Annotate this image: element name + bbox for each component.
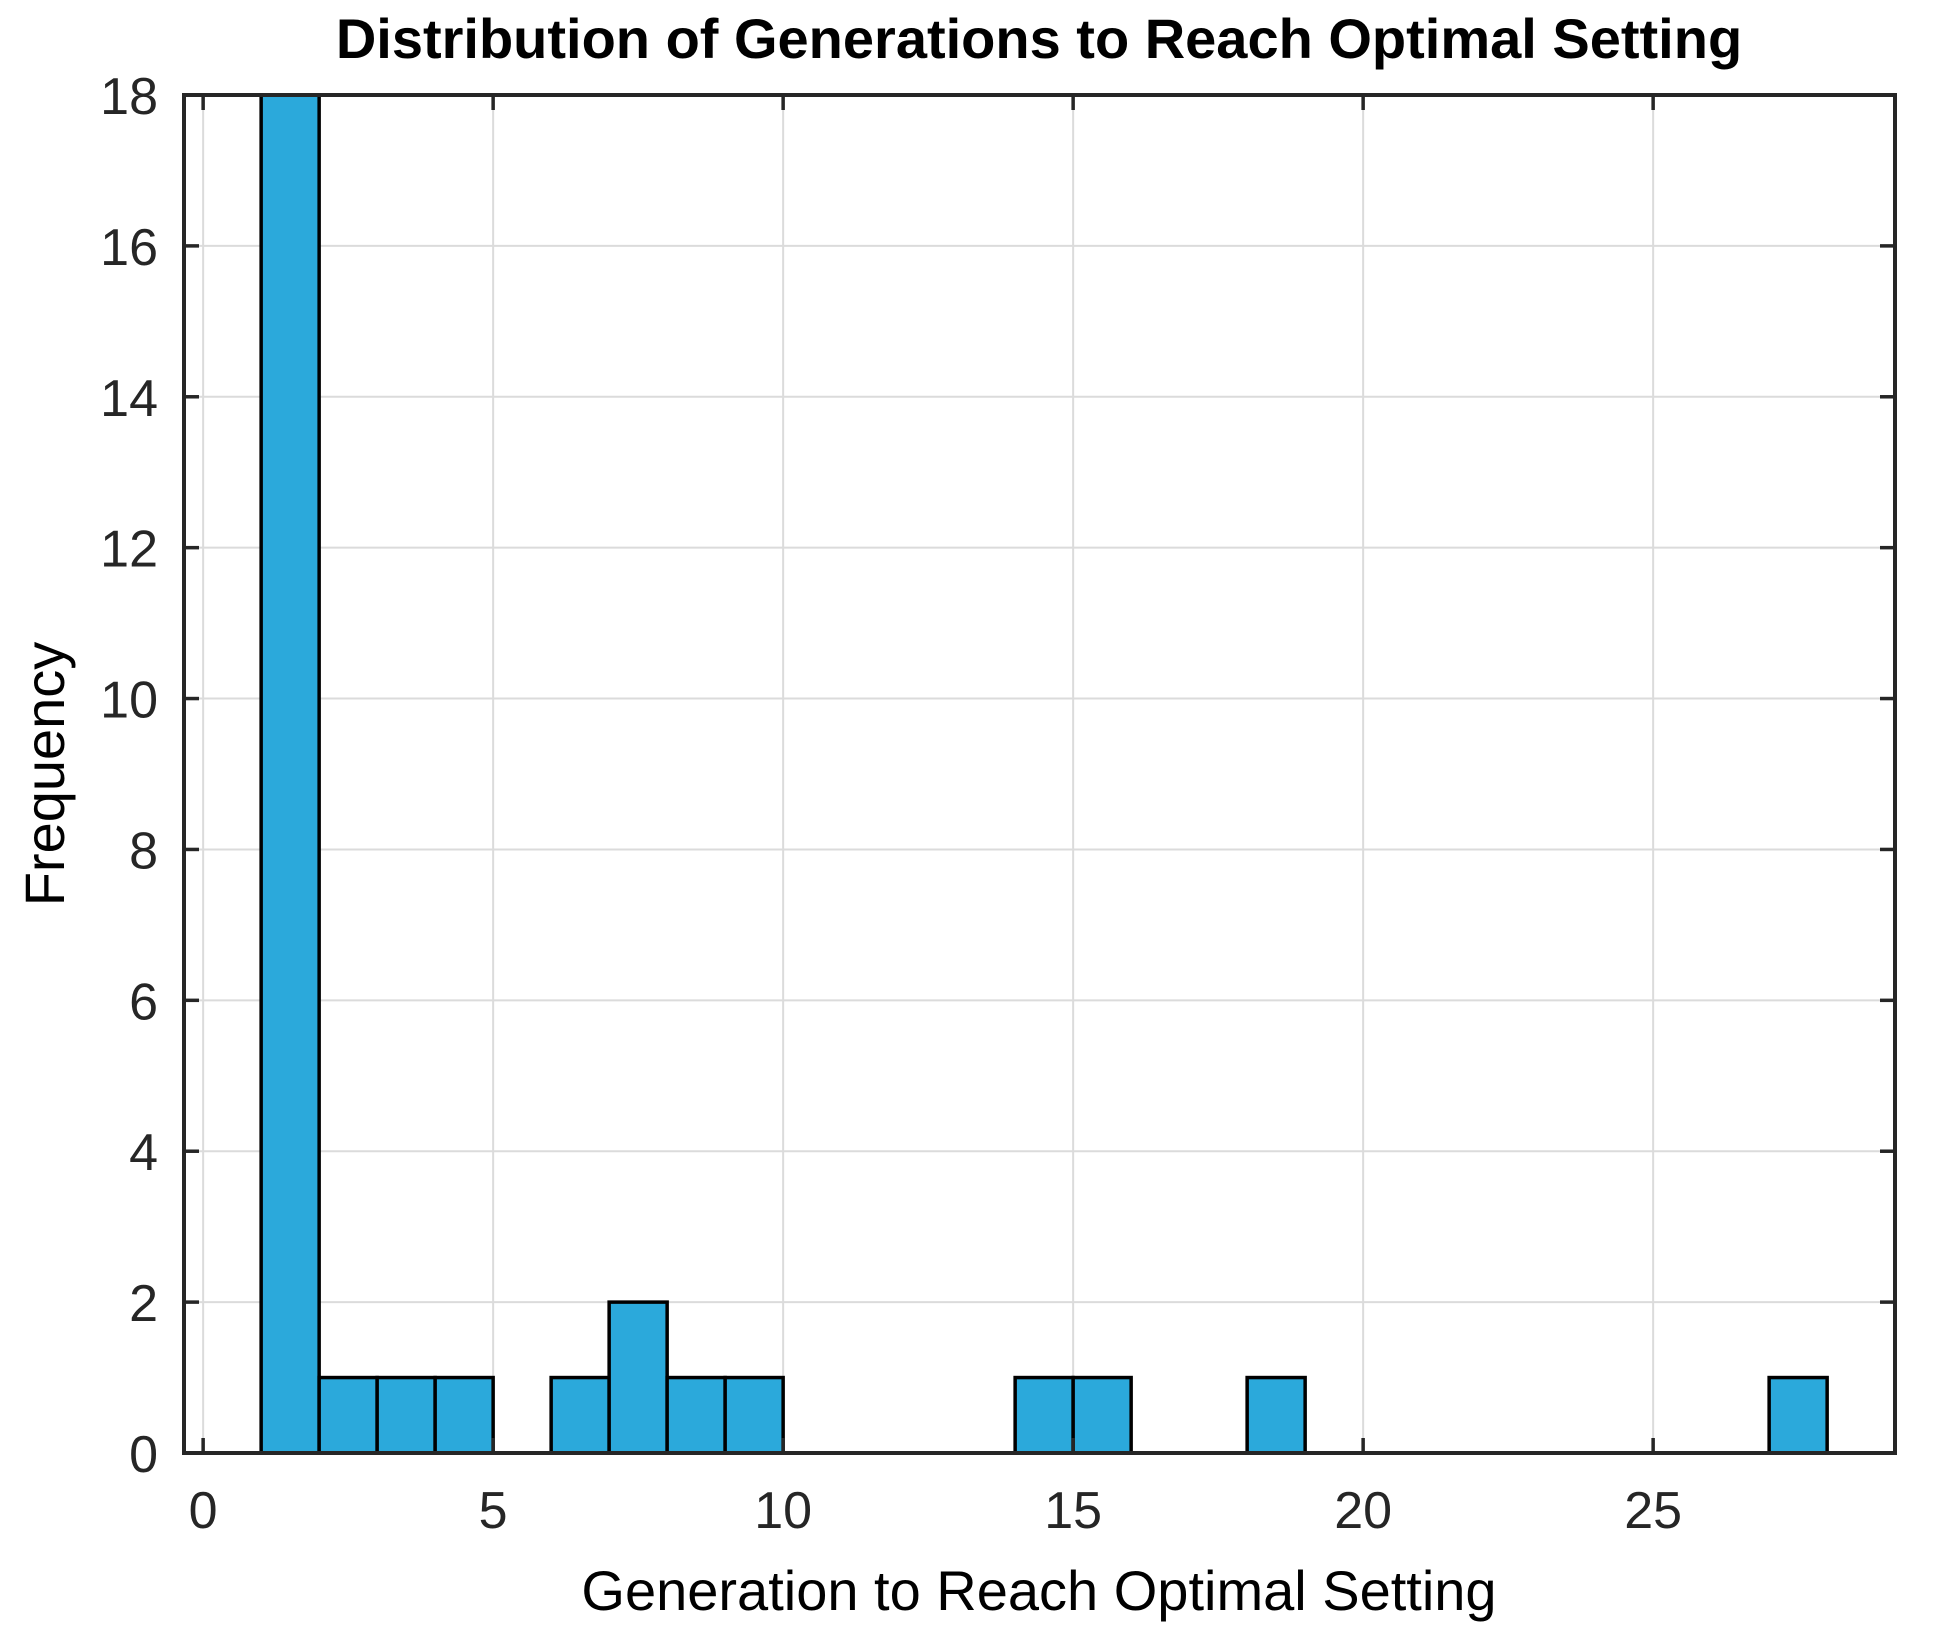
histogram-bar — [375, 1375, 437, 1455]
histogram-bar — [259, 93, 321, 1455]
histogram-bar — [607, 1300, 669, 1455]
x-tick-label: 15 — [1044, 1482, 1102, 1540]
y-tick-label: 0 — [129, 1426, 158, 1484]
y-tick-label: 16 — [100, 219, 158, 277]
histogram-bar — [1767, 1375, 1829, 1455]
y-axis-label: Frequency — [13, 642, 76, 907]
tick-layer — [184, 93, 1895, 1455]
y-tick-label: 2 — [129, 1275, 158, 1333]
x-tick-label: 10 — [754, 1482, 812, 1540]
y-tick-label: 18 — [100, 68, 158, 126]
tick-label-layer: 0 5 10 15 20 25 0 2 4 6 8 10 12 14 16 18 — [100, 68, 1682, 1540]
x-tick-label: 20 — [1334, 1482, 1392, 1540]
y-tick-label: 8 — [129, 822, 158, 880]
x-tick-label: 25 — [1624, 1482, 1682, 1540]
y-tick-label: 14 — [100, 370, 158, 428]
histogram-bar — [665, 1375, 727, 1455]
x-tick-label: 0 — [189, 1482, 218, 1540]
histogram-bar — [317, 1375, 379, 1455]
x-axis-label: Generation to Reach Optimal Setting — [581, 1559, 1496, 1622]
y-tick-label: 4 — [129, 1124, 158, 1182]
y-tick-label: 10 — [100, 672, 158, 730]
histogram-bar — [1071, 1375, 1133, 1455]
bar-layer — [259, 93, 1829, 1455]
y-tick-label: 6 — [129, 973, 158, 1031]
x-tick-label: 5 — [479, 1482, 508, 1540]
histogram-bar — [723, 1375, 785, 1455]
histogram-bar — [549, 1375, 611, 1455]
chart-title: Distribution of Generations to Reach Opt… — [336, 7, 1742, 70]
plot-border — [182, 93, 1897, 1455]
histogram-bar — [1013, 1375, 1075, 1455]
histogram-bar — [1245, 1375, 1307, 1455]
histogram-bar — [433, 1375, 495, 1455]
grid-layer — [184, 95, 1895, 1453]
y-tick-label: 12 — [100, 521, 158, 579]
